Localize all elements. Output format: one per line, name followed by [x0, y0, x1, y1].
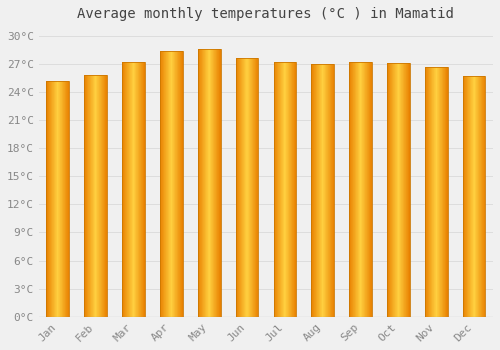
Bar: [122, 62, 145, 317]
Bar: [198, 49, 220, 317]
Bar: [274, 62, 296, 317]
Bar: [425, 66, 448, 317]
Title: Average monthly temperatures (°C ) in Mamatid: Average monthly temperatures (°C ) in Ma…: [78, 7, 454, 21]
Bar: [160, 51, 182, 317]
Bar: [312, 64, 334, 317]
Bar: [46, 80, 69, 317]
Bar: [463, 76, 485, 317]
Bar: [387, 63, 410, 317]
Bar: [349, 62, 372, 317]
Bar: [84, 75, 107, 317]
Bar: [236, 58, 258, 317]
